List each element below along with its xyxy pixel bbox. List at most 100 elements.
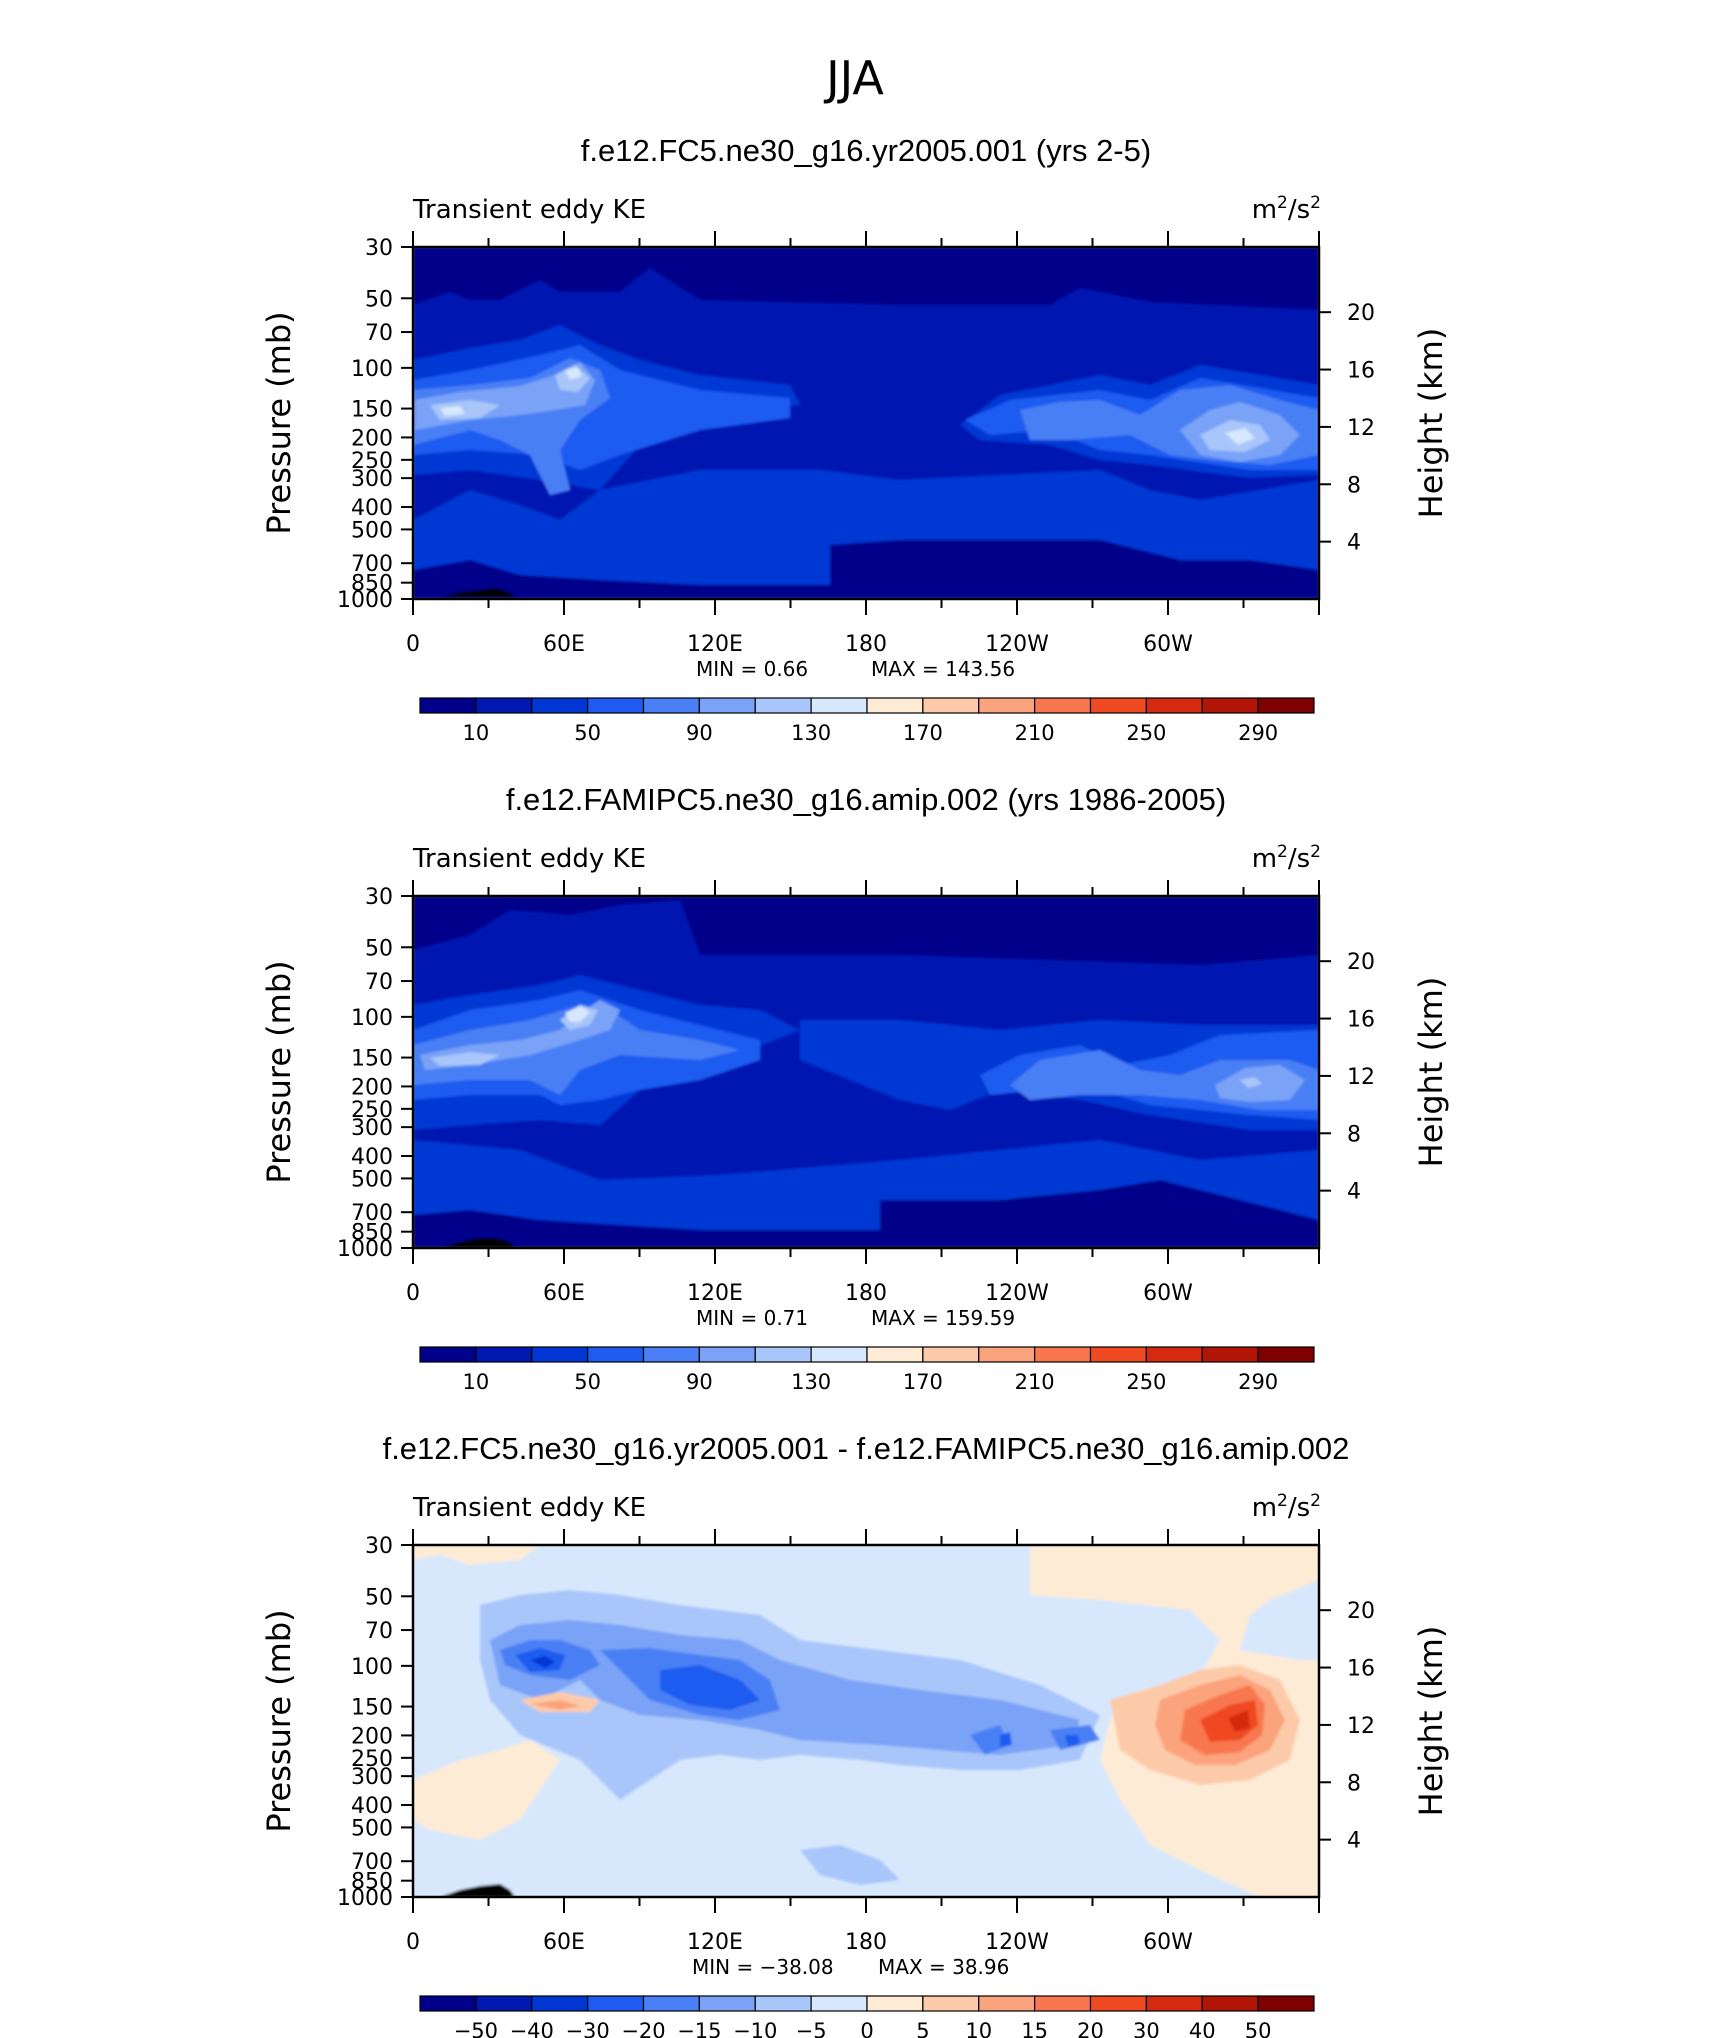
- y-tick-label: 1000: [337, 1886, 393, 1911]
- colorbar-tick-label: 10: [965, 2019, 992, 2038]
- colorbar-tick-label: 50: [574, 721, 601, 745]
- colorbar-tick-label: 290: [1238, 1370, 1278, 1394]
- panel-1-ylabel: Pressure (mb): [260, 311, 298, 534]
- y-tick-label: 150: [351, 1047, 393, 1072]
- y-tick-label: 150: [351, 1696, 393, 1721]
- panel-2-max-label: MAX = 159.59: [871, 1306, 1015, 1330]
- panel-3-min-label: MIN = −38.08: [692, 1955, 834, 1979]
- panel-1: f.e12.FC5.ne30_g16.yr2005.001 (yrs 2-5) …: [260, 133, 1450, 745]
- panel-3-max-label: MAX = 38.96: [878, 1955, 1009, 1979]
- y-tick-label: 30: [365, 885, 393, 910]
- colorbar-tick-label: 210: [1015, 721, 1055, 745]
- height-tick-label: 12: [1347, 416, 1375, 441]
- colorbar-swatch: [810, 1995, 868, 2012]
- colorbar-swatch: [866, 697, 924, 714]
- x-tick-label: 180: [845, 1930, 887, 1955]
- colorbar-swatch: [419, 1995, 477, 2012]
- panel-1-variable-label: Transient eddy KE: [412, 195, 646, 225]
- y-tick-label: 1000: [337, 1237, 393, 1262]
- x-tick-label: 60E: [543, 1930, 585, 1955]
- colorbar-tick-label: 50: [574, 1370, 601, 1394]
- colorbar-swatch: [531, 1346, 589, 1363]
- y-tick-label: 250: [351, 1747, 393, 1772]
- colorbar-tick-label: 130: [791, 1370, 831, 1394]
- height-tick-label: 12: [1347, 1714, 1375, 1739]
- y-tick-label: 700: [351, 1850, 393, 1875]
- y-tick-label: 300: [351, 467, 393, 492]
- x-tick-label: 120E: [687, 632, 743, 657]
- colorbar-tick-label: 10: [463, 721, 490, 745]
- colorbar-swatch: [698, 1995, 756, 2012]
- y-tick-label: 250: [351, 449, 393, 474]
- colorbar-swatch: [922, 1346, 980, 1363]
- colorbar-swatch: [1034, 1346, 1092, 1363]
- y-tick-label: 200: [351, 1075, 393, 1100]
- height-tick-label: 8: [1347, 1122, 1361, 1147]
- figure-title: JJA: [823, 51, 884, 105]
- height-tick-label: 16: [1347, 1657, 1375, 1682]
- y-tick-label: 500: [351, 1816, 393, 1841]
- colorbar-swatch: [1145, 697, 1203, 714]
- colorbar-swatch: [1257, 697, 1315, 714]
- colorbar-swatch: [587, 1995, 645, 2012]
- y-tick-label: 1000: [337, 588, 393, 613]
- panel-3-title: f.e12.FC5.ne30_g16.yr2005.001 - f.e12.FA…: [383, 1431, 1350, 1466]
- y-tick-label: 500: [351, 518, 393, 543]
- colorbar-swatch: [754, 1995, 812, 2012]
- colorbar-tick-label: −15: [677, 2019, 721, 2038]
- colorbar-swatch: [419, 1346, 477, 1363]
- colorbar-swatch: [866, 1995, 924, 2012]
- y-tick-label: 200: [351, 1724, 393, 1749]
- panel-2-y-axis-right: 20 16 12 8 4: [1319, 950, 1375, 1205]
- y-tick-label: 100: [351, 1006, 393, 1031]
- y-tick-label: 100: [351, 1655, 393, 1680]
- colorbar-swatch: [642, 697, 700, 714]
- colorbar-tick-label: −50: [454, 2019, 498, 2038]
- x-tick-label: 0: [406, 1281, 420, 1306]
- colorbar-tick-label: 170: [903, 1370, 943, 1394]
- y-tick-label: 250: [351, 1098, 393, 1123]
- x-tick-label: 60W: [1143, 1281, 1193, 1306]
- colorbar-swatch: [1089, 1346, 1147, 1363]
- height-tick-label: 12: [1347, 1065, 1375, 1090]
- y-tick-label: 50: [365, 287, 393, 312]
- x-tick-label: 180: [845, 1281, 887, 1306]
- colorbar-swatch: [642, 1995, 700, 2012]
- y-tick-label: 30: [365, 236, 393, 261]
- panel-3-colorbar: −50 −40 −30 −20 −15 −10 −5 0 5 10 15 20 30 40 50: [419, 1995, 1315, 2038]
- colorbar-swatch: [922, 1995, 980, 2012]
- colorbar-tick-label: −30: [565, 2019, 609, 2038]
- colorbar-swatch: [531, 1995, 589, 2012]
- colorbar-swatch: [1034, 1995, 1092, 2012]
- colorbar-tick-label: 130: [791, 721, 831, 745]
- panel-3-variable-label: Transient eddy KE: [412, 1493, 646, 1523]
- y-tick-label: 400: [351, 496, 393, 521]
- colorbar-swatch: [1145, 1346, 1203, 1363]
- panel-3-units-label: m2/s2: [1252, 1491, 1321, 1523]
- y-tick-label: 50: [365, 1585, 393, 1610]
- colorbar-swatch: [754, 1346, 812, 1363]
- x-tick-label: 0: [406, 1930, 420, 1955]
- panel-1-colorbar: 10 50 90 130 170 210 250 290: [419, 697, 1315, 745]
- colorbar-tick-label: 5: [916, 2019, 929, 2038]
- colorbar-tick-label: 170: [903, 721, 943, 745]
- panel-1-plot-area: [413, 247, 1319, 599]
- y-tick-label: 700: [351, 552, 393, 577]
- x-tick-label: 180: [845, 632, 887, 657]
- colorbar-tick-label: 15: [1021, 2019, 1048, 2038]
- y-tick-label: 150: [351, 398, 393, 423]
- colorbar-swatch: [1201, 1995, 1259, 2012]
- colorbar-tick-label: −10: [733, 2019, 777, 2038]
- colorbar-swatch: [587, 1346, 645, 1363]
- colorbar-swatch: [698, 697, 756, 714]
- x-tick-label: 120E: [687, 1281, 743, 1306]
- colorbar-swatch: [1257, 1346, 1315, 1363]
- colorbar-swatch: [531, 697, 589, 714]
- colorbar-tick-label: 20: [1077, 2019, 1104, 2038]
- panel-3-ylabel: Pressure (mb): [260, 1609, 298, 1832]
- panel-1-title: f.e12.FC5.ne30_g16.yr2005.001 (yrs 2-5): [581, 133, 1151, 168]
- height-tick-label: 16: [1347, 359, 1375, 384]
